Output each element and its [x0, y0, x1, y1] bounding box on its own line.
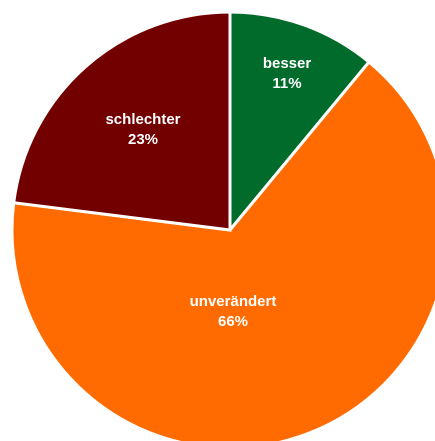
- pie-slice-unveraendert: [10, 59, 435, 441]
- slice-value-schlechter: 23%: [128, 131, 158, 148]
- pie-slice-schlechter: [12, 10, 232, 232]
- slice-label-unveraendert: unverändert: [190, 293, 277, 310]
- slice-label-schlechter: schlechter: [105, 111, 180, 128]
- slice-value-unveraendert: 66%: [218, 313, 248, 330]
- pie-slice-besser: [228, 10, 372, 235]
- slice-value-besser: 11%: [272, 75, 301, 92]
- slice-label-besser: besser: [263, 55, 312, 72]
